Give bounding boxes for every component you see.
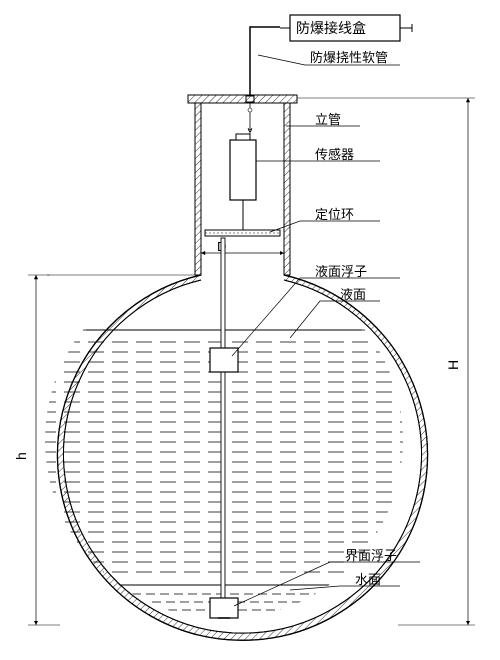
locating-ring-label: 定位环 — [315, 207, 354, 222]
locating-ring — [205, 230, 280, 236]
dim-h: h — [13, 275, 60, 625]
diagram-svg: 防爆接线盒 防爆挠性软管 D — [0, 0, 500, 660]
dim-h-label: h — [13, 452, 29, 460]
standpipe-label: 立管 — [315, 112, 341, 127]
level-float-label: 液面浮子 — [315, 264, 367, 279]
dim-H-label: H — [445, 360, 461, 370]
sensor — [230, 134, 256, 232]
liquid-level-label: 液面 — [340, 287, 366, 302]
junction-box: 防爆接线盒 — [280, 15, 412, 41]
sensor-label: 传感器 — [315, 147, 354, 162]
flange-top — [188, 95, 297, 103]
probe-rod — [221, 238, 225, 615]
junction-box-label: 防爆接线盒 — [296, 20, 366, 36]
water-level-label: 水面 — [355, 572, 381, 587]
liquid-float — [210, 348, 238, 372]
interface-float — [210, 598, 238, 618]
interface-float-label: 界面浮子 — [345, 548, 397, 563]
flex-conduit-label: 防爆挠性软管 — [310, 50, 388, 65]
dim-H: H — [297, 98, 475, 625]
dim-D: D — [201, 239, 284, 260]
